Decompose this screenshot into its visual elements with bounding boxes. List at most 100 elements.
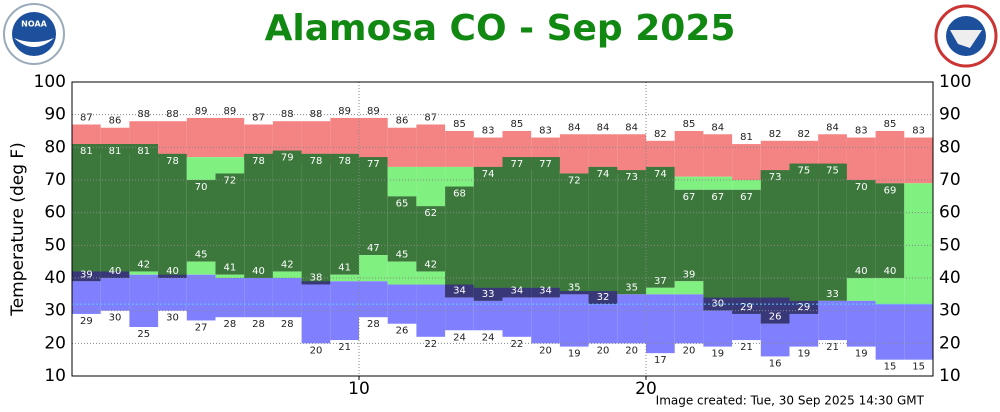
record-high-band [158,121,187,154]
below-normal-band [588,291,618,305]
record-low-label: 30 [166,313,179,324]
observed-high-label: 78 [252,156,265,167]
record-high-label: 85 [884,119,897,130]
record-high-label: 81 [740,132,753,143]
record-high-label: 89 [223,106,236,117]
record-high-label: 84 [826,122,839,133]
record-high-band [559,134,589,174]
record-low-label: 15 [912,362,925,373]
record-high-label: 87 [252,112,265,123]
record-low-band [301,284,331,344]
observed-low-label: 40 [166,266,179,277]
observed-high-label: 77 [367,159,380,170]
observed-high-label: 74 [482,169,495,180]
y-axis-label: Temperature (deg F) [8,142,28,317]
record-high-band [215,117,245,158]
footer: Image created: Tue, 30 Sep 2025 14:30 GM… [656,394,925,408]
record-low-label: 20 [683,345,696,356]
record-low-band [100,278,130,311]
observed-high-label: 81 [137,146,150,157]
record-high-label: 82 [797,129,810,140]
record-low-band [646,294,675,354]
record-low-label: 21 [338,342,351,353]
observed-band [72,144,101,282]
normal-band [674,176,704,190]
record-low-band [359,281,388,318]
y-tick-label: 100 [34,72,66,92]
observed-band [186,180,216,262]
observed-low-label: 40 [252,266,265,277]
plot-frame [71,81,934,377]
observed-high-label: 81 [109,146,122,157]
normal-band [846,278,876,301]
y-tick-label: 70 [44,170,66,190]
record-high-band [703,134,733,177]
normal-band [387,261,417,285]
normal-band [646,287,675,295]
observed-high-label: 73 [625,172,638,183]
record-high-band [100,127,130,145]
observed-high-label: 81 [80,146,93,157]
record-high-band [531,137,560,158]
observed-low-label: 41 [338,263,351,274]
observed-low-label: 47 [367,243,380,254]
record-high-label: 85 [453,119,466,130]
record-low-band [72,281,101,314]
record-low-label: 17 [654,355,667,366]
observed-high-label: 67 [740,192,753,203]
observed-low-label: 40 [109,266,122,277]
record-low-band [416,284,446,337]
record-high-label: 89 [338,106,351,117]
record-low-band [445,297,474,331]
record-high-label: 84 [568,122,581,133]
observed-low-label: 39 [80,269,93,280]
observed-high-label: 78 [338,156,351,167]
below-normal-band [100,271,130,278]
normal-band [129,271,159,275]
record-high-label: 85 [683,119,696,130]
record-low-band [789,313,819,347]
record-low-label: 19 [797,349,810,360]
observed-low-label: 40 [855,266,868,277]
record-low-band [158,278,187,311]
record-high-band [904,137,933,184]
record-low-band [129,274,159,327]
below-normal-band [445,284,474,298]
observed-band [588,166,618,305]
record-low-band [502,297,532,337]
record-high-band [617,134,646,171]
observed-band [531,157,560,298]
observed-band [559,173,589,295]
observed-high-label: 79 [281,153,294,164]
normal-band [703,176,733,190]
observed-low-label: 34 [510,286,523,297]
observed-low-label: 29 [797,302,810,313]
record-high-band [674,131,704,177]
observed-low-label: 34 [539,286,552,297]
record-low-label: 19 [711,349,724,360]
y-tick-label: 50 [44,235,66,255]
record-high-band [445,131,474,167]
record-high-label: 87 [80,112,93,123]
normal-band [359,255,388,282]
observed-band [244,153,273,278]
x-tick-label: 10 [348,379,370,399]
normal-band [186,157,216,180]
observed-high-label: 69 [884,185,897,196]
observed-high-label: 67 [711,192,724,203]
observed-band [129,144,159,272]
normal-band [186,261,216,275]
record-high-label: 88 [281,109,294,120]
record-high-label: 83 [855,126,868,137]
record-low-label: 24 [482,332,495,343]
record-high-band [789,140,819,164]
record-low-band [215,278,245,318]
observed-low-label: 42 [424,259,437,270]
record-low-band [875,304,905,360]
record-low-label: 28 [252,319,265,330]
record-low-label: 26 [396,326,409,337]
record-high-band [588,134,618,167]
observed-low-label: 29 [740,302,753,313]
observed-band [846,180,876,278]
record-high-band [72,124,101,145]
